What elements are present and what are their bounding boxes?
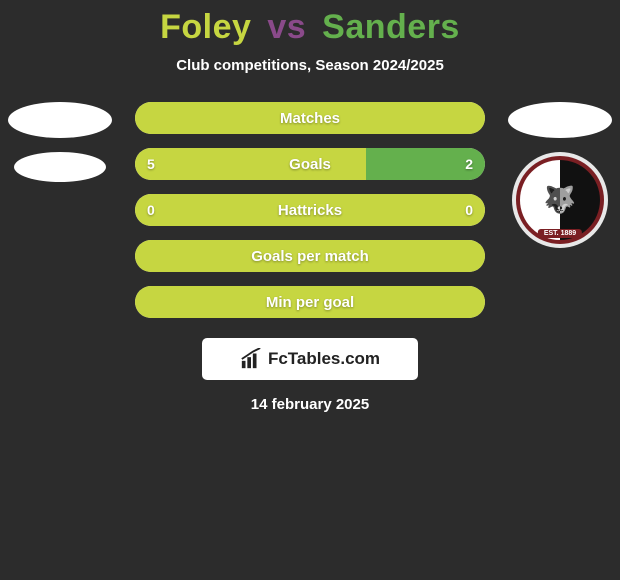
branding-badge: FcTables.com bbox=[202, 338, 418, 380]
comparison-body: 🐺 EST. 1889 Matches 5 Goals 2 0 Hattricks 0 Goa… bbox=[0, 102, 620, 318]
bar-chart-icon bbox=[240, 348, 262, 370]
left-player-photo-placeholder bbox=[14, 152, 106, 182]
comparison-subtitle: Club competitions, Season 2024/2025 bbox=[0, 57, 620, 74]
stat-value-left: 5 bbox=[147, 156, 155, 172]
comparison-title: Foley vs Sanders bbox=[0, 0, 620, 47]
stat-row-min_per_goal: Min per goal bbox=[135, 286, 485, 318]
stat-label: Min per goal bbox=[266, 294, 354, 311]
stat-row-matches: Matches bbox=[135, 102, 485, 134]
stat-value-right: 2 bbox=[465, 156, 473, 172]
left-player-column bbox=[0, 102, 120, 182]
right-player-crest-placeholder bbox=[508, 102, 612, 138]
player-left-name: Foley bbox=[160, 8, 251, 46]
stat-row-goals_per_match: Goals per match bbox=[135, 240, 485, 272]
stat-fill-left bbox=[135, 148, 366, 180]
stat-row-goals: 5 Goals 2 bbox=[135, 148, 485, 180]
right-player-club-badge: 🐺 EST. 1889 bbox=[512, 152, 608, 248]
stat-label: Goals bbox=[289, 156, 331, 173]
club-badge-est-text: EST. 1889 bbox=[538, 229, 582, 238]
stat-value-left: 0 bbox=[147, 202, 155, 218]
branding-text: FcTables.com bbox=[268, 349, 380, 369]
stat-value-right: 0 bbox=[465, 202, 473, 218]
stat-label: Hattricks bbox=[278, 202, 342, 219]
vs-separator: vs bbox=[267, 8, 306, 46]
stats-bars: Matches 5 Goals 2 0 Hattricks 0 Goals per match… bbox=[135, 102, 485, 318]
right-player-column: 🐺 EST. 1889 bbox=[500, 102, 620, 248]
stat-label: Goals per match bbox=[251, 248, 369, 265]
stat-label: Matches bbox=[280, 110, 340, 127]
comparison-date: 14 february 2025 bbox=[0, 396, 620, 413]
stat-row-hattricks: 0 Hattricks 0 bbox=[135, 194, 485, 226]
club-badge-animal-icon: 🐺 bbox=[544, 185, 576, 216]
player-right-name: Sanders bbox=[322, 8, 460, 46]
left-player-crest-placeholder bbox=[8, 102, 112, 138]
